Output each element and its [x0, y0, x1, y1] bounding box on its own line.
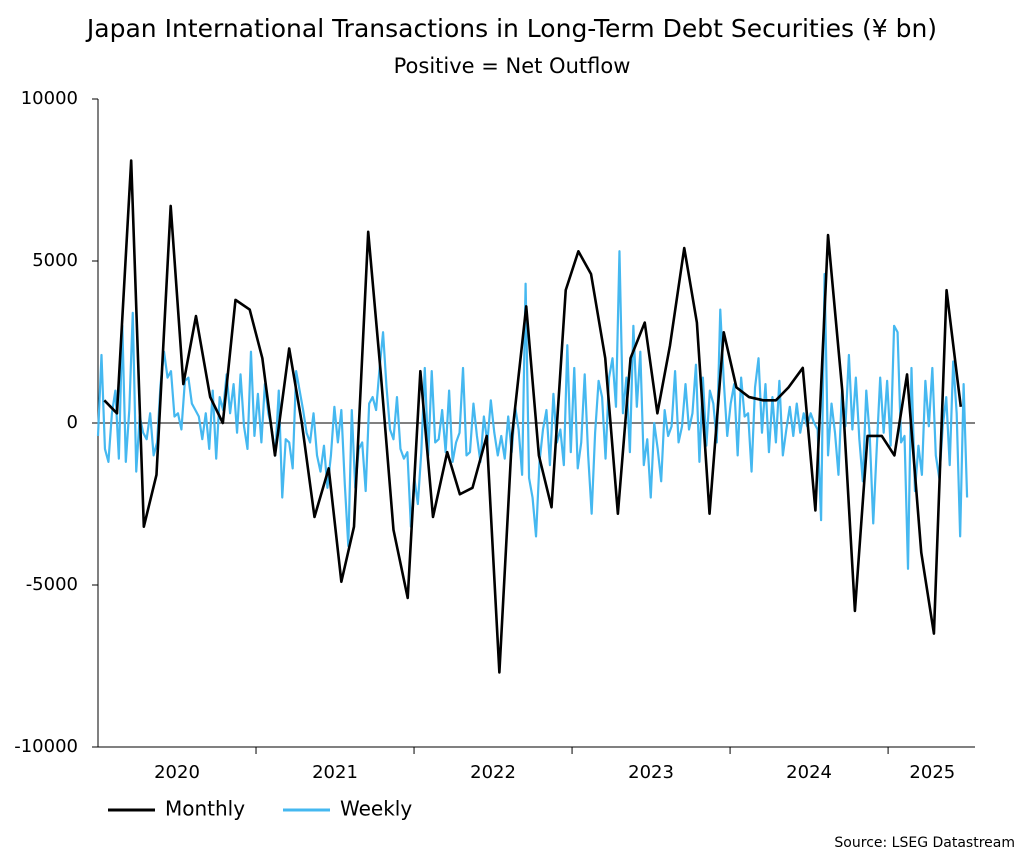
chart-subtitle: Positive = Net Outflow — [394, 54, 631, 78]
series-line — [103, 159, 963, 674]
x-tick-label: 2021 — [312, 762, 358, 783]
legend-label: Monthly — [165, 797, 245, 821]
chart-title: Japan International Transactions in Long… — [85, 14, 937, 43]
x-tick-label: 2024 — [786, 762, 832, 783]
y-tick-label: 10000 — [21, 88, 78, 109]
x-tick-label: 2023 — [628, 762, 674, 783]
y-tick-label: -5000 — [26, 574, 78, 595]
source-note: Source: LSEG Datastream — [834, 835, 1015, 851]
legend-label: Weekly — [340, 797, 412, 821]
y-tick-label: 0 — [67, 412, 78, 433]
x-tick-label: 2022 — [470, 762, 516, 783]
y-tick-label: -10000 — [14, 736, 78, 757]
series-line — [96, 250, 969, 570]
x-tick-label: 2025 — [909, 762, 955, 783]
x-tick-label: 2020 — [154, 762, 200, 783]
y-tick-label: 5000 — [32, 250, 78, 271]
